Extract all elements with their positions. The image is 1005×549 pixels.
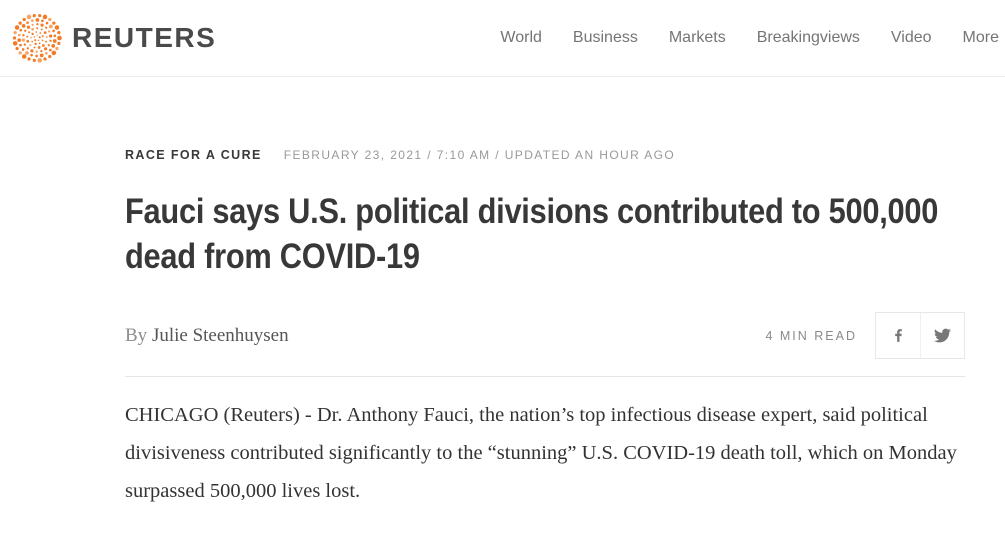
nav-item-markets[interactable]: Markets: [668, 29, 726, 46]
share-buttons: [875, 312, 965, 359]
reuters-logo-icon: [12, 14, 62, 63]
headline: Fauci says U.S. political divisions cont…: [125, 192, 939, 276]
article-body-paragraph: CHICAGO (Reuters) - Dr. Anthony Fauci, t…: [125, 404, 957, 502]
read-time: 4 MIN READ: [765, 328, 857, 343]
nav-item-breakingviews[interactable]: Breakingviews: [756, 29, 860, 46]
category-link[interactable]: RACE FOR A CURE: [125, 148, 262, 162]
article: RACE FOR A CURE FEBRUARY 23, 2021 / 7:10…: [125, 148, 965, 510]
brand-wordmark: REUTERS: [72, 22, 217, 53]
author-name: Julie Steenhuysen: [151, 324, 289, 346]
divider: [125, 376, 965, 377]
facebook-icon: [894, 329, 902, 342]
dateline: FEBRUARY 23, 2021 / 7:10 AM / UPDATED AN…: [283, 148, 676, 162]
byline: By Julie Steenhuysen: [125, 325, 289, 347]
kicker-row: RACE FOR A CURE FEBRUARY 23, 2021 / 7:10…: [125, 148, 965, 162]
byline-prefix: By: [125, 324, 152, 346]
byline-row: By Julie Steenhuysen 4 MIN READ: [125, 312, 965, 359]
reuters-home-link[interactable]: REUTERS: [12, 13, 216, 63]
nav-item-world[interactable]: World: [500, 29, 542, 46]
nav-item-video[interactable]: Video: [890, 29, 932, 46]
nav-item-more[interactable]: More: [962, 29, 999, 46]
site-header: REUTERS World Business Markets Breakingv…: [0, 0, 1005, 77]
twitter-icon: [934, 328, 951, 343]
nav-item-business[interactable]: Business: [572, 29, 638, 46]
facebook-share-button[interactable]: [876, 313, 920, 358]
main-nav: World Business Markets Breakingviews Vid…: [500, 29, 999, 47]
twitter-share-button[interactable]: [920, 313, 964, 358]
